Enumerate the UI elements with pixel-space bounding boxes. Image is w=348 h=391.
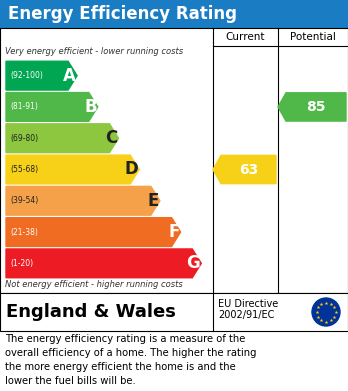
Polygon shape (6, 218, 181, 246)
Circle shape (312, 298, 340, 326)
Text: Energy Efficiency Rating: Energy Efficiency Rating (8, 5, 237, 23)
Polygon shape (278, 93, 346, 121)
Text: (21-38): (21-38) (10, 228, 38, 237)
Text: 63: 63 (239, 163, 258, 176)
Text: Current: Current (226, 32, 265, 42)
Text: C: C (105, 129, 118, 147)
Text: D: D (125, 160, 138, 179)
Polygon shape (6, 155, 139, 184)
Text: (1-20): (1-20) (10, 259, 33, 268)
Text: (81-91): (81-91) (10, 102, 38, 111)
Polygon shape (6, 124, 119, 152)
Text: A: A (63, 66, 76, 84)
Text: Very energy efficient - lower running costs: Very energy efficient - lower running co… (5, 47, 183, 56)
Text: England & Wales: England & Wales (6, 303, 176, 321)
Polygon shape (6, 93, 98, 121)
Text: 85: 85 (306, 100, 326, 114)
Polygon shape (6, 61, 77, 90)
Polygon shape (6, 187, 160, 215)
Text: Potential: Potential (290, 32, 336, 42)
Bar (0, 0, 348, 28)
Text: Not energy efficient - higher running costs: Not energy efficient - higher running co… (5, 280, 183, 289)
Bar (0, 293, 348, 331)
Polygon shape (6, 249, 201, 278)
Text: G: G (187, 255, 200, 273)
Text: F: F (168, 223, 180, 241)
Text: The energy efficiency rating is a measure of the
overall efficiency of a home. T: The energy efficiency rating is a measur… (5, 334, 256, 386)
Polygon shape (213, 155, 276, 184)
Text: B: B (84, 98, 97, 116)
Text: E: E (148, 192, 159, 210)
Text: 2002/91/EC: 2002/91/EC (218, 310, 274, 320)
Text: (69-80): (69-80) (10, 134, 38, 143)
Text: (92-100): (92-100) (10, 71, 43, 80)
Bar (0, 28, 348, 293)
Text: (55-68): (55-68) (10, 165, 38, 174)
Text: EU Directive: EU Directive (218, 299, 278, 309)
Text: (39-54): (39-54) (10, 196, 38, 205)
